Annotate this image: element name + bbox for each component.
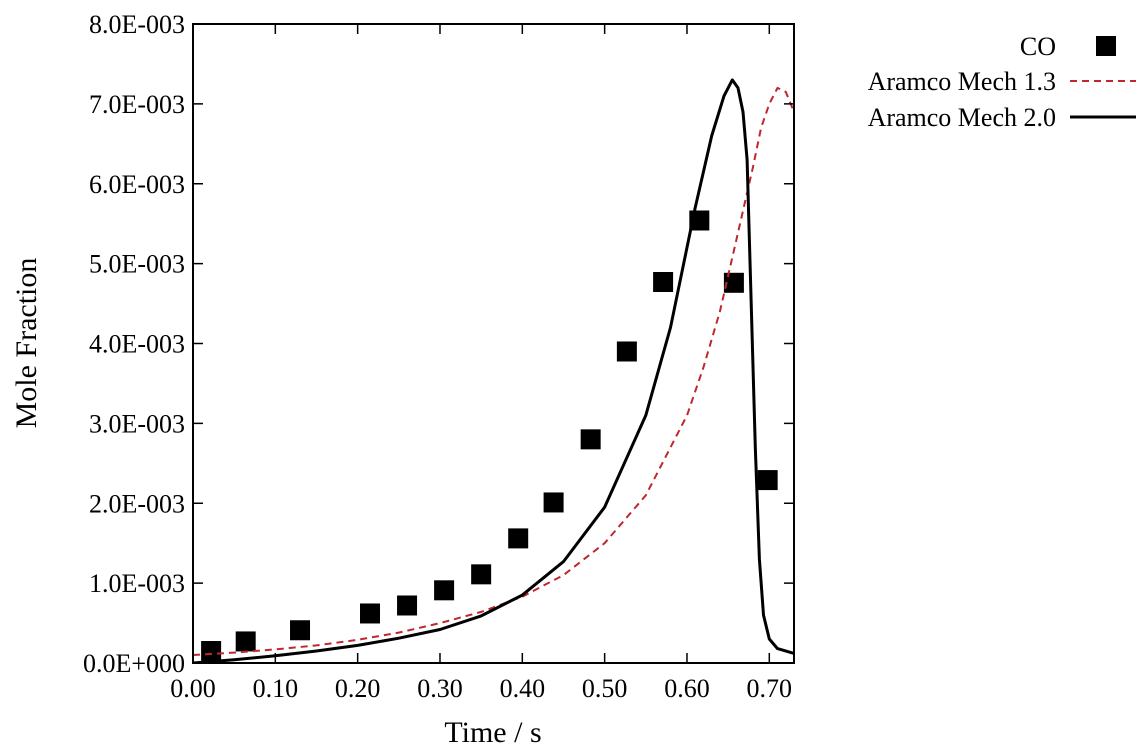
co-data-point: [616, 341, 637, 362]
co-data-point: [290, 620, 311, 641]
x-tick-label: 0.50: [582, 674, 628, 703]
co-data-point: [653, 271, 674, 292]
y-tick-label: 2.0E-003: [89, 489, 185, 518]
co-data-point: [471, 564, 492, 585]
co-data-point: [543, 492, 564, 513]
co-data-point: [397, 595, 418, 616]
ticks-layer: 0.0E+000 1.0E-003 2.0E-003 3.0E-003 4.0E-003…: [83, 10, 794, 703]
co-data-point: [360, 603, 381, 624]
y-tick-label: 8.0E-003: [89, 10, 185, 39]
aramco-mech-1-3-line: [193, 86, 794, 656]
x-tick-label: 0.30: [417, 674, 463, 703]
plot-frame: [192, 23, 795, 664]
y-tick-label: 7.0E-003: [89, 90, 185, 119]
x-tick-label: 0.60: [664, 674, 710, 703]
x-tick-label: 0.10: [253, 674, 299, 703]
y-tick-label: 5.0E-003: [89, 250, 185, 279]
y-tick-label: 6.0E-003: [89, 170, 185, 199]
co-data-point: [508, 528, 529, 549]
co-data-point: [235, 631, 256, 652]
x-tick-label: 0.00: [170, 674, 216, 703]
legend-label: Aramco Mech 2.0: [868, 103, 1056, 132]
x-tick-label: 0.40: [500, 674, 546, 703]
series-layer: [193, 78, 794, 663]
legend-label: CO: [1020, 32, 1056, 61]
x-tick-label: 0.20: [335, 674, 381, 703]
y-tick-label: 3.0E-003: [89, 409, 185, 438]
co-data-point: [757, 470, 778, 491]
y-axis-title: Mole Fraction: [10, 258, 43, 429]
legend-label: Aramco Mech 1.3: [868, 67, 1056, 96]
co-data-point: [434, 580, 455, 601]
y-tick-label: 0.0E+000: [83, 649, 185, 678]
legend: CO Aramco Mech 1.3 Aramco Mech 2.0: [868, 32, 1136, 132]
co-data-point: [201, 641, 222, 662]
legend-square-marker: [1096, 36, 1116, 56]
aramco-mech-2-0-line: [193, 78, 794, 663]
x-axis-title: Time / s: [444, 716, 541, 747]
y-tick-label: 4.0E-003: [89, 330, 185, 359]
y-tick-label: 1.0E-003: [89, 569, 185, 598]
co-data-point: [723, 272, 744, 293]
co-data-point: [580, 429, 601, 450]
x-tick-label: 0.70: [747, 674, 793, 703]
